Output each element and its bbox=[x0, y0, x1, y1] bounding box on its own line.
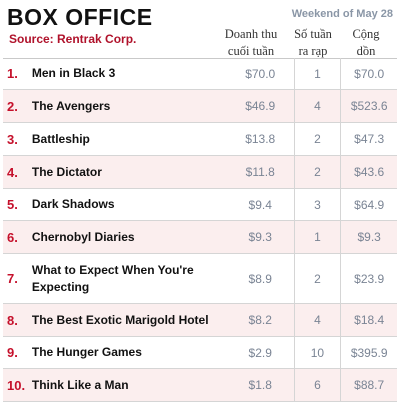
column-header-weekend-gross-line2: cuối tuần bbox=[227, 44, 275, 58]
movie-title: Think Like a Man bbox=[31, 377, 129, 392]
movie-title: What to Expect When You're Expecting bbox=[31, 262, 194, 294]
cumulative-gross-value: $64.9 bbox=[354, 197, 385, 212]
weeks-in-release-value: 4 bbox=[314, 99, 321, 113]
column-separator bbox=[340, 337, 342, 368]
weekend-gross-value: $9.3 bbox=[248, 230, 272, 244]
movie-title: Men in Black 3 bbox=[31, 66, 116, 80]
rank-number: 2. bbox=[7, 98, 18, 114]
table-row: 5. Dark Shadows $9.4 3 $64.9 bbox=[3, 189, 397, 221]
table-row: 8. The Best Exotic Marigold Hotel $8.2 4 $18… bbox=[3, 304, 397, 337]
movie-title: The Hunger Games bbox=[31, 345, 142, 359]
column-separator bbox=[340, 221, 342, 253]
column-separator bbox=[293, 337, 295, 368]
column-header-weekend-gross-line1: Doanh thu bbox=[224, 27, 278, 41]
weekend-gross-value: $2.9 bbox=[248, 345, 272, 360]
column-separator bbox=[293, 189, 295, 220]
movie-title: The Best Exotic Marigold Hotel bbox=[31, 312, 209, 327]
header-divider bbox=[3, 58, 397, 59]
column-header-cumulative: Cộng dồn bbox=[336, 26, 396, 60]
column-separator bbox=[340, 189, 342, 220]
column-header-cumulative-line1: Cộng bbox=[352, 27, 380, 41]
column-separator bbox=[340, 304, 342, 336]
box-office-table: 1. Men in Black 3 $70.0 1 $70.0 2. The Avenger… bbox=[3, 58, 397, 402]
weekend-gross-value: $11.8 bbox=[245, 165, 275, 179]
movie-title: Dark Shadows bbox=[31, 197, 115, 211]
weeks-in-release-value: 3 bbox=[314, 197, 321, 212]
table-row: 4. The Dictator $11.8 2 $43.6 bbox=[3, 156, 397, 189]
column-header-cumulative-line2: dồn bbox=[356, 44, 376, 58]
column-header-weeks: Số tuần ra rạp bbox=[290, 26, 336, 60]
movie-title: The Dictator bbox=[31, 164, 102, 179]
rank-number: 6. bbox=[7, 229, 18, 245]
rank-number: 8. bbox=[7, 312, 18, 328]
weekend-gross-value: $8.9 bbox=[248, 271, 272, 286]
column-separator bbox=[340, 254, 342, 303]
cumulative-gross-value: $9.3 bbox=[357, 230, 381, 244]
column-separator bbox=[293, 369, 295, 401]
column-header-weeks-line2: ra rạp bbox=[298, 44, 328, 58]
weekend-label: Weekend of May 28 bbox=[291, 8, 393, 20]
table-row: 10. Think Like a Man $1.8 6 $88.7 bbox=[3, 369, 397, 402]
table-row: 1. Men in Black 3 $70.0 1 $70.0 bbox=[3, 58, 397, 90]
column-separator bbox=[293, 90, 295, 122]
weekend-gross-value: $8.2 bbox=[248, 313, 272, 327]
weeks-in-release-value: 2 bbox=[314, 165, 321, 179]
column-separator bbox=[340, 58, 342, 89]
rank-number: 1. bbox=[7, 66, 18, 81]
column-separator bbox=[293, 123, 295, 155]
rank-number: 9. bbox=[7, 345, 18, 360]
column-separator bbox=[293, 58, 295, 89]
weeks-in-release-value: 2 bbox=[314, 271, 321, 286]
weeks-in-release-value: 1 bbox=[314, 230, 321, 244]
column-separator bbox=[293, 221, 295, 253]
rank-number: 4. bbox=[7, 164, 18, 180]
cumulative-gross-value: $18.4 bbox=[354, 313, 385, 327]
weekend-gross-value: $9.4 bbox=[248, 197, 272, 212]
table-row: 2. The Avengers $46.9 4 $523.6 bbox=[3, 90, 397, 123]
weekend-gross-value: $1.8 bbox=[248, 378, 272, 392]
weekend-gross-value: $46.9 bbox=[245, 99, 276, 113]
weeks-in-release-value: 6 bbox=[314, 378, 321, 392]
movie-title: Chernobyl Diaries bbox=[31, 229, 135, 244]
column-header-weekend-gross: Doanh thu cuối tuần bbox=[218, 26, 284, 60]
column-separator bbox=[340, 156, 342, 188]
cumulative-gross-value: $523.6 bbox=[350, 99, 388, 113]
column-separator bbox=[340, 90, 342, 122]
cumulative-gross-value: $47.3 bbox=[354, 132, 385, 146]
cumulative-gross-value: $23.9 bbox=[354, 271, 385, 286]
rank-number: 3. bbox=[7, 131, 18, 147]
weeks-in-release-value: 2 bbox=[314, 132, 321, 146]
source-credit: Source: Rentrak Corp. bbox=[9, 32, 137, 46]
table-row: 9. The Hunger Games $2.9 10 $395.9 bbox=[3, 337, 397, 369]
weekend-gross-value: $13.8 bbox=[245, 132, 276, 146]
weeks-in-release-value: 10 bbox=[310, 345, 325, 360]
weekend-gross-value: $70.0 bbox=[245, 66, 276, 81]
column-separator bbox=[293, 254, 295, 303]
cumulative-gross-value: $395.9 bbox=[350, 345, 388, 360]
rank-number: 7. bbox=[7, 271, 18, 286]
column-separator bbox=[293, 156, 295, 188]
cumulative-gross-value: $70.0 bbox=[354, 66, 385, 81]
page-title: BOX OFFICE bbox=[7, 4, 153, 30]
table-row: 6. Chernobyl Diaries $9.3 1 $9.3 bbox=[3, 221, 397, 254]
column-separator bbox=[340, 123, 342, 155]
cumulative-gross-value: $88.7 bbox=[354, 378, 385, 392]
table-row: 7. What to Expect When You're Expecting $8… bbox=[3, 254, 397, 304]
column-header-weeks-line1: Số tuần bbox=[294, 27, 332, 41]
movie-title: The Avengers bbox=[31, 98, 111, 113]
table-row: 3. Battleship $13.8 2 $47.3 bbox=[3, 123, 397, 156]
movie-title: Battleship bbox=[31, 131, 90, 146]
rank-number: 5. bbox=[7, 197, 18, 212]
weeks-in-release-value: 1 bbox=[314, 66, 321, 81]
rank-number: 10. bbox=[7, 377, 26, 393]
column-separator bbox=[293, 304, 295, 336]
column-separator bbox=[340, 369, 342, 401]
weeks-in-release-value: 4 bbox=[314, 313, 321, 327]
cumulative-gross-value: $43.6 bbox=[354, 165, 385, 179]
